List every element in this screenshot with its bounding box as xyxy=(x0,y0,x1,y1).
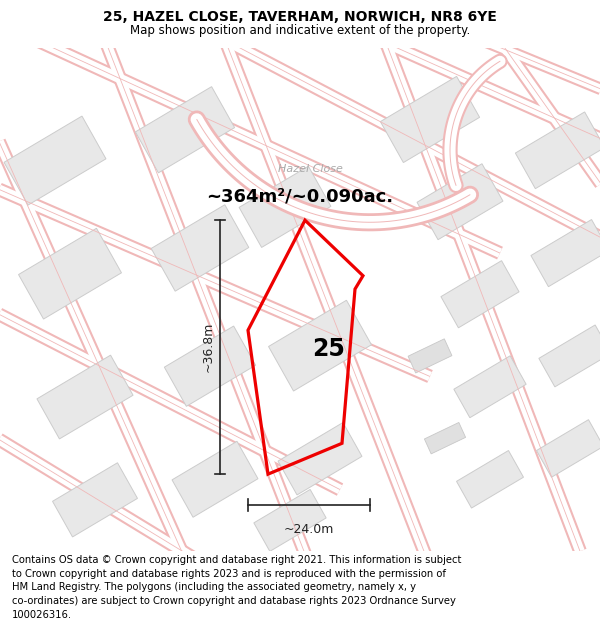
Text: co-ordinates) are subject to Crown copyright and database rights 2023 Ordnance S: co-ordinates) are subject to Crown copyr… xyxy=(12,596,456,606)
Polygon shape xyxy=(531,219,600,287)
Text: to Crown copyright and database rights 2023 and is reproduced with the permissio: to Crown copyright and database rights 2… xyxy=(12,569,446,579)
Polygon shape xyxy=(164,326,256,406)
Polygon shape xyxy=(515,112,600,189)
Text: ~36.8m: ~36.8m xyxy=(202,322,215,372)
Polygon shape xyxy=(417,164,503,239)
Polygon shape xyxy=(408,339,452,373)
Polygon shape xyxy=(19,228,121,319)
Polygon shape xyxy=(53,462,137,537)
Text: 25: 25 xyxy=(312,337,345,361)
Polygon shape xyxy=(269,300,371,391)
Polygon shape xyxy=(4,116,106,205)
Polygon shape xyxy=(441,261,519,328)
Text: Hazel Close: Hazel Close xyxy=(278,164,343,174)
Polygon shape xyxy=(254,489,326,551)
Polygon shape xyxy=(424,422,466,454)
Polygon shape xyxy=(380,76,479,162)
Text: 100026316.: 100026316. xyxy=(12,609,72,619)
Polygon shape xyxy=(151,205,249,291)
Polygon shape xyxy=(539,325,600,387)
Text: Contains OS data © Crown copyright and database right 2021. This information is : Contains OS data © Crown copyright and d… xyxy=(12,555,461,565)
Polygon shape xyxy=(457,451,523,508)
Text: ~364m²/~0.090ac.: ~364m²/~0.090ac. xyxy=(206,188,394,206)
Polygon shape xyxy=(136,87,235,173)
Polygon shape xyxy=(239,166,331,248)
Text: ~24.0m: ~24.0m xyxy=(284,524,334,536)
Polygon shape xyxy=(37,355,133,439)
Polygon shape xyxy=(172,441,258,518)
Polygon shape xyxy=(278,422,362,495)
Text: 25, HAZEL CLOSE, TAVERHAM, NORWICH, NR8 6YE: 25, HAZEL CLOSE, TAVERHAM, NORWICH, NR8 … xyxy=(103,11,497,24)
Text: HM Land Registry. The polygons (including the associated geometry, namely x, y: HM Land Registry. The polygons (includin… xyxy=(12,582,416,592)
Polygon shape xyxy=(454,356,526,418)
Text: Map shows position and indicative extent of the property.: Map shows position and indicative extent… xyxy=(130,24,470,37)
Polygon shape xyxy=(536,419,600,478)
